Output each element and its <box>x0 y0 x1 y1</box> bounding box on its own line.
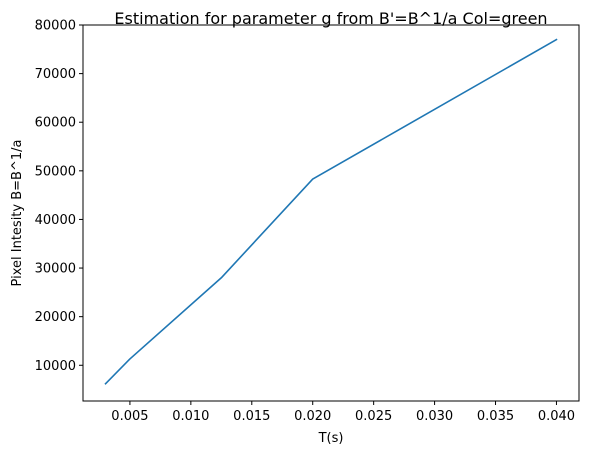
x-tick-label: 0.035 <box>477 409 514 424</box>
x-tick-label: 0.040 <box>538 409 575 424</box>
x-tick-label: 0.025 <box>355 409 392 424</box>
y-tick-label: 60000 <box>35 116 76 131</box>
y-tick-label: 40000 <box>35 213 76 228</box>
y-tick-label: 50000 <box>35 164 76 179</box>
y-tick-label: 10000 <box>35 359 76 374</box>
x-tick-label: 0.020 <box>294 409 331 424</box>
y-tick-label: 20000 <box>35 310 76 325</box>
x-tick-label: 0.010 <box>172 409 209 424</box>
y-tick-label: 70000 <box>35 67 76 82</box>
y-axis-label: Pixel Intesity B=B^1/a <box>10 140 25 287</box>
y-tick-label: 30000 <box>35 262 76 277</box>
x-tick-label: 0.005 <box>111 409 148 424</box>
x-axis-label: T(s) <box>318 431 344 446</box>
x-tick-label: 0.030 <box>416 409 453 424</box>
y-tick-label: 80000 <box>35 19 76 34</box>
x-tick-label: 0.015 <box>233 409 270 424</box>
